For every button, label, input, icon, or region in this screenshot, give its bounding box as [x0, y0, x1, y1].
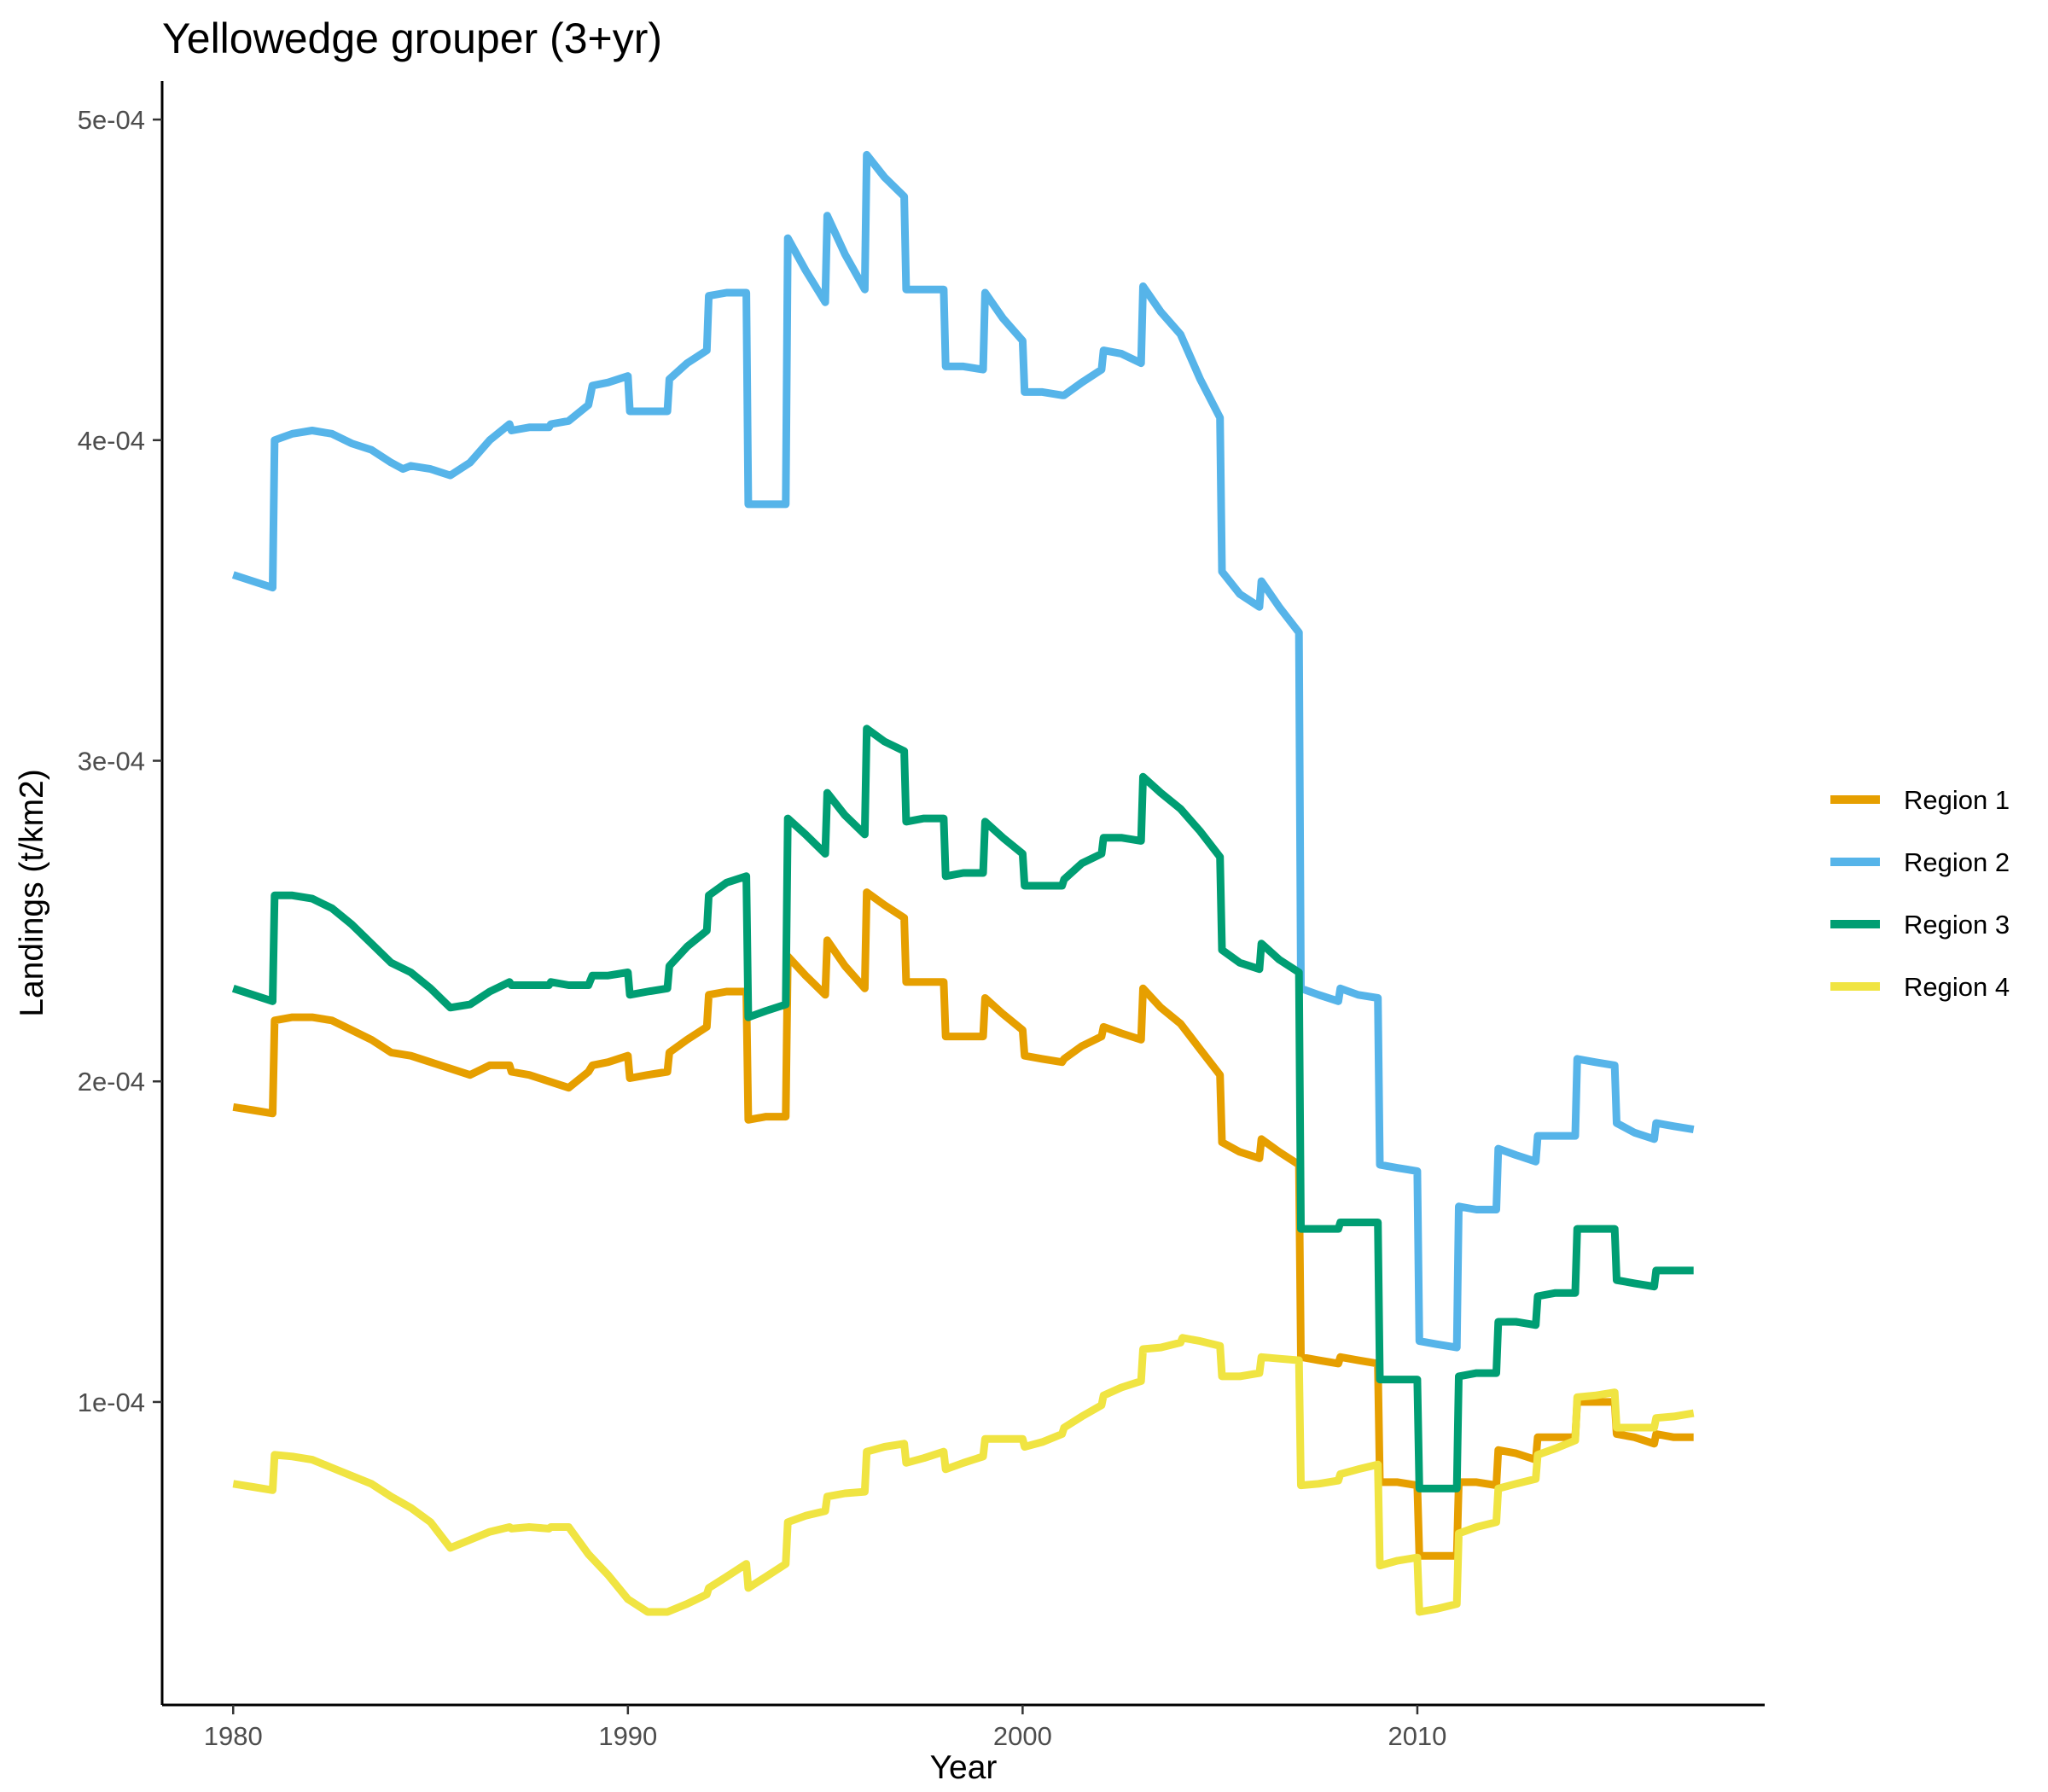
- series-line-region-4: [232, 1334, 1695, 1616]
- y-tick-label: 3e-04: [78, 747, 145, 777]
- plot-lines: [231, 150, 1695, 1616]
- x-axis-title: Year: [930, 1749, 998, 1786]
- legend-label-region-1: Region 1: [1904, 785, 2010, 815]
- legend-label-region-4: Region 4: [1904, 972, 2010, 1002]
- y-tick-label: 4e-04: [78, 426, 145, 456]
- y-tick-label: 2e-04: [78, 1067, 145, 1097]
- chart-title: Yellowedge grouper (3+yr): [162, 15, 662, 62]
- y-axis-title: Landings (t/km2): [14, 769, 50, 1016]
- series-line-region-2: [231, 150, 1695, 1352]
- x-tick-label: 2000: [993, 1721, 1052, 1751]
- x-tick-label: 2010: [1388, 1721, 1446, 1751]
- legend-label-region-3: Region 3: [1904, 910, 2010, 940]
- legend: Region 1 Region 2 Region 3 Region 4: [1830, 785, 2010, 1002]
- x-tick-label: 1980: [204, 1721, 263, 1751]
- y-axis-ticks: 1e-04 2e-04 3e-04 4e-04 5e-04: [78, 105, 162, 1417]
- legend-label-region-2: Region 2: [1904, 847, 2010, 877]
- series-line-region-3: [231, 724, 1694, 1492]
- x-axis-ticks: 1980 1990 2000 2010: [204, 1705, 1446, 1751]
- series-line-region-1: [232, 888, 1694, 1560]
- y-tick-label: 5e-04: [78, 105, 145, 135]
- y-tick-label: 1e-04: [78, 1388, 145, 1417]
- x-tick-label: 1990: [598, 1721, 657, 1751]
